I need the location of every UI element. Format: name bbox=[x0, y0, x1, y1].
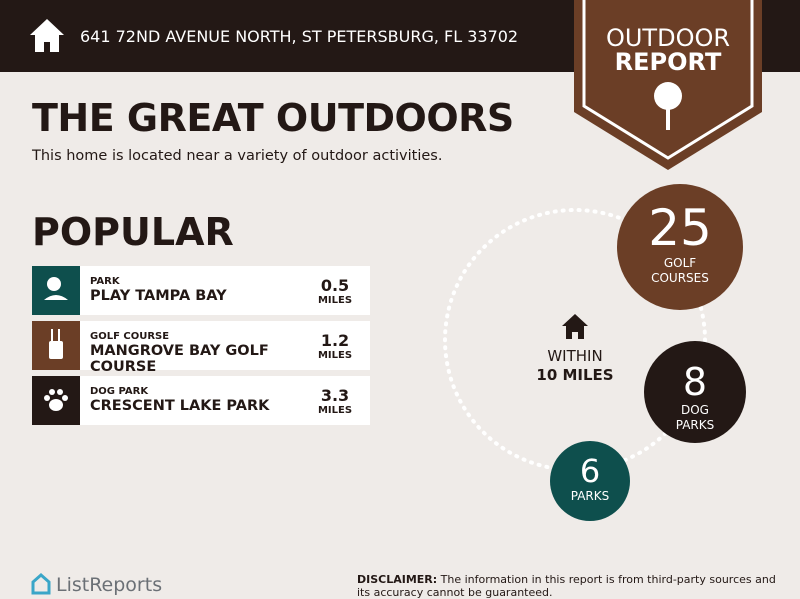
home-icon bbox=[30, 19, 64, 52]
count-label: GOLF COURSES bbox=[651, 256, 709, 285]
title: THE GREAT OUTDOORS bbox=[32, 96, 514, 140]
section-heading: POPULAR bbox=[32, 210, 234, 254]
unit: MILES bbox=[317, 295, 353, 306]
count-circle: 25 GOLF COURSES bbox=[617, 184, 743, 310]
distance: 1.2 bbox=[320, 331, 350, 350]
place-name: PLAY TAMPA BAY bbox=[90, 288, 227, 304]
logo-icon bbox=[31, 573, 51, 595]
badge-line: OUTDOOR bbox=[605, 24, 731, 52]
within-label: WITHIN bbox=[547, 347, 603, 365]
badge-line: REPORT bbox=[614, 48, 722, 76]
place-name: MANGROVE BAY GOLF COURSE bbox=[90, 343, 269, 375]
distance: 3.3 bbox=[320, 386, 350, 405]
badge bbox=[574, 0, 762, 170]
count: 8 bbox=[682, 360, 708, 404]
distance: 0.5 bbox=[320, 276, 350, 295]
park-icon bbox=[32, 266, 80, 315]
disclaimer: DISCLAIMER: The information in this repo… bbox=[357, 573, 777, 599]
unit: MILES bbox=[317, 350, 353, 361]
logo: ListReports bbox=[56, 574, 163, 596]
disclaimer-label: DISCLAIMER: bbox=[357, 573, 438, 586]
category: PARK bbox=[90, 276, 120, 287]
category: GOLF COURSE bbox=[90, 331, 170, 342]
dog-icon bbox=[32, 376, 80, 425]
count-circle: 6 PARKS bbox=[550, 441, 630, 521]
count: 25 bbox=[648, 199, 712, 257]
golf-icon bbox=[32, 321, 80, 370]
subtitle: This home is located near a variety of o… bbox=[32, 148, 443, 164]
count-label: PARKS bbox=[570, 489, 610, 503]
place-name: CRESCENT LAKE PARK bbox=[90, 398, 270, 414]
radius-ring bbox=[443, 208, 707, 472]
unit: MILES bbox=[317, 405, 353, 416]
address: 641 72ND AVENUE NORTH, ST PETERSBURG, FL… bbox=[80, 27, 519, 46]
count-label: DOG PARKS bbox=[675, 403, 715, 432]
disclaimer-text: The information in this report is from t… bbox=[357, 573, 776, 599]
count-circle: 8 DOG PARKS bbox=[644, 341, 746, 443]
within-distance: 10 MILES bbox=[536, 366, 614, 384]
list-item: PARK PLAY TAMPA BAY 0.5 MILES bbox=[32, 266, 370, 315]
list-item: DOG PARK CRESCENT LAKE PARK 3.3 MILES bbox=[32, 376, 370, 425]
count: 6 bbox=[579, 452, 601, 490]
category: DOG PARK bbox=[90, 386, 149, 397]
list-item: GOLF COURSE MANGROVE BAY GOLF COURSE 1.2… bbox=[32, 321, 370, 375]
